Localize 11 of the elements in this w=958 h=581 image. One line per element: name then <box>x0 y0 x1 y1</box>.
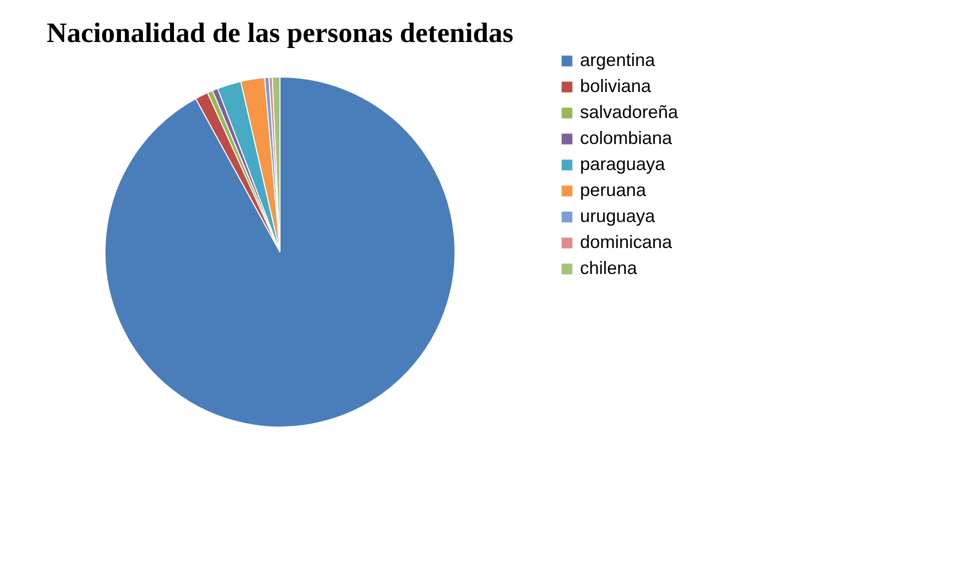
legend-label: salvadoreña <box>580 102 680 122</box>
legend-label: dominicana <box>580 232 674 252</box>
legend-label: chilena <box>580 258 638 278</box>
legend-label: paraguaya <box>580 154 666 174</box>
chart-title: Nacionalidad de las personas detenidas <box>46 18 514 49</box>
legend-label: peruana <box>580 180 648 200</box>
legend-label: argentina <box>580 50 656 70</box>
legend-label: boliviana <box>580 76 652 96</box>
pie-slice <box>104 76 456 428</box>
legend-label: colombiana <box>580 128 674 148</box>
legend-label: uruguaya <box>580 206 656 226</box>
